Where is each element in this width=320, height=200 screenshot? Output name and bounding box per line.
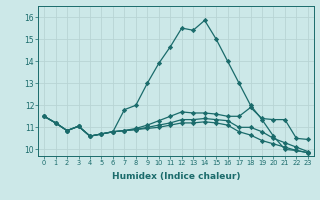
- X-axis label: Humidex (Indice chaleur): Humidex (Indice chaleur): [112, 172, 240, 181]
